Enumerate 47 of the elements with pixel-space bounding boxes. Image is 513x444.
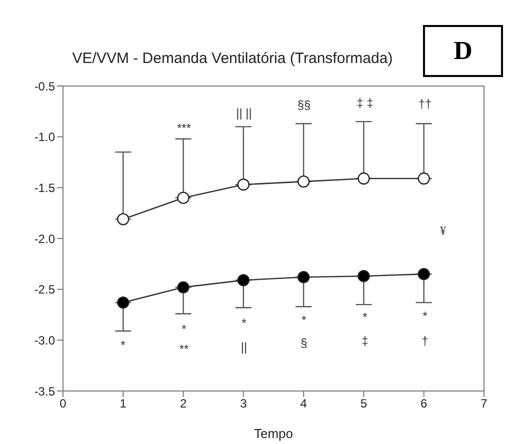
annotation: || || <box>236 106 252 120</box>
point <box>358 172 370 185</box>
y-tick-label: -1.0 <box>34 130 56 144</box>
point <box>177 192 190 204</box>
x-axis-title: Tempo <box>254 426 294 441</box>
y-tick-label: -2.5 <box>34 282 56 297</box>
point <box>117 296 130 309</box>
annotation: * <box>302 313 306 327</box>
point <box>297 175 310 188</box>
annotation: ¥ <box>440 224 446 238</box>
point <box>418 172 430 185</box>
annotation: * <box>422 309 428 323</box>
x-tick-label: 2 <box>180 396 187 411</box>
x-tick-label: 3 <box>240 396 248 411</box>
y-tick-label: -2.0 <box>34 232 56 246</box>
annotation: * <box>120 338 126 352</box>
annotation: § <box>300 336 308 350</box>
text: D <box>423 25 503 77</box>
y-tick-label: -1.5 <box>34 180 56 195</box>
annotation: *** <box>176 121 192 135</box>
x-tick-label: 7 <box>480 396 488 411</box>
point <box>297 271 310 284</box>
y-tick-label: -3.0 <box>34 333 56 348</box>
point <box>418 268 430 280</box>
x-tick-label: 6 <box>420 396 428 411</box>
point <box>237 178 250 191</box>
x-tick-label: 0 <box>60 396 67 411</box>
annotation: §§ <box>297 98 311 112</box>
x-tick-label: 4 <box>300 396 308 411</box>
annotation: ‡ <box>362 334 368 348</box>
annotation: ‡ ‡ <box>356 96 374 110</box>
annotation: †† <box>418 97 432 111</box>
y-tick-label: -3.5 <box>34 384 56 398</box>
chart-title: VE/VVM - Demanda Ventilatória (Transformada) <box>71 50 394 67</box>
point <box>237 274 250 286</box>
y-tick-label: -0.5 <box>34 79 56 94</box>
annotation: * <box>362 310 368 324</box>
point <box>358 270 370 282</box>
annotation: * <box>182 322 186 336</box>
annotation: * <box>242 316 246 330</box>
point <box>177 281 190 294</box>
annotation: || <box>240 340 248 354</box>
annotation: ** <box>179 342 189 356</box>
x-tick-label: 1 <box>120 396 127 411</box>
x-tick-label: 5 <box>360 396 368 411</box>
annotation: † <box>422 334 428 348</box>
point <box>117 213 130 226</box>
